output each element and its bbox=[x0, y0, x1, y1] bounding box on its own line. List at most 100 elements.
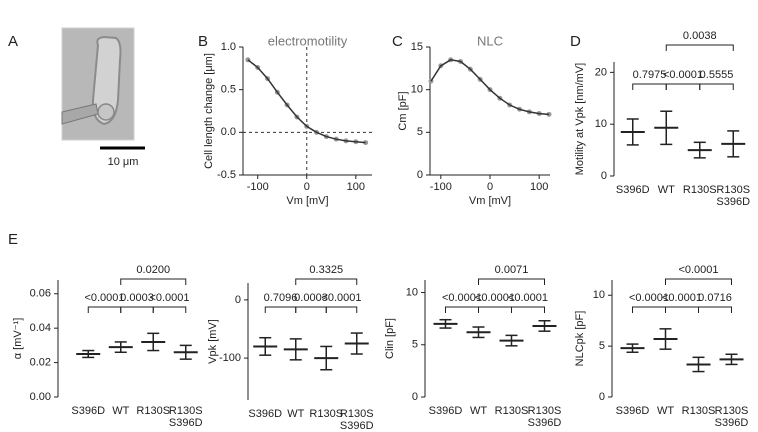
bracket bbox=[325, 306, 358, 313]
y-tick-label: 0 bbox=[235, 294, 241, 306]
p-value: 0.5555 bbox=[700, 69, 734, 81]
x-tick-label: WT bbox=[287, 408, 304, 420]
x-tick-label: S396D bbox=[248, 408, 282, 420]
y-tick-label: 0.0 bbox=[221, 126, 236, 138]
y-axis-label: α [mV⁻¹] bbox=[12, 318, 24, 360]
x-tick-label: R130S bbox=[682, 405, 716, 417]
bracket bbox=[120, 278, 187, 285]
p-value: <0.0001 bbox=[678, 264, 718, 276]
p-value: 0.0003 bbox=[120, 292, 154, 304]
bracket bbox=[699, 83, 734, 90]
y-tick-label: 10 bbox=[593, 289, 605, 301]
bracket bbox=[87, 306, 122, 313]
x-tick-label: R130S S396D bbox=[340, 408, 374, 432]
x-tick-label: R130S S396D bbox=[716, 184, 750, 208]
bracket bbox=[665, 83, 701, 90]
x-tick-label: WT bbox=[657, 405, 674, 417]
x-tick-label: 100 bbox=[530, 181, 548, 193]
x-tick-label: WT bbox=[470, 405, 487, 417]
p-value: <0.0001 bbox=[84, 292, 124, 304]
bracket bbox=[120, 306, 154, 313]
y-tick-label: 10 bbox=[595, 118, 607, 130]
panel-label: E bbox=[8, 231, 18, 248]
x-tick-label: R130S bbox=[495, 405, 529, 417]
bracket bbox=[478, 306, 512, 313]
bracket bbox=[698, 306, 732, 313]
x-tick-label: S396D bbox=[616, 405, 650, 417]
p-value: <0.0001 bbox=[508, 292, 548, 304]
micrograph bbox=[61, 27, 135, 141]
y-tick-label: 0.04 bbox=[30, 322, 51, 334]
x-tick-label: R130S bbox=[136, 405, 170, 417]
p-value: 0.0071 bbox=[495, 264, 529, 276]
y-tick-label: 15 bbox=[411, 41, 423, 53]
p-value: <0.0001 bbox=[663, 69, 703, 81]
p-value: <0.0001 bbox=[321, 292, 361, 304]
chart-title: electromotility bbox=[268, 33, 348, 48]
p-value: 0.0716 bbox=[698, 292, 732, 304]
chart-title: NLC bbox=[477, 33, 503, 48]
bracket bbox=[665, 44, 734, 51]
x-tick-label: WT bbox=[112, 405, 129, 417]
x-tick-label: S396D bbox=[71, 405, 105, 417]
x-tick-label: R130S S396D bbox=[715, 405, 749, 429]
x-tick-label: R130S bbox=[683, 184, 717, 196]
fit-line bbox=[247, 59, 366, 144]
x-tick-label: -100 bbox=[430, 181, 452, 193]
y-tick-label: 10 bbox=[411, 84, 423, 96]
y-tick-label: 5 bbox=[412, 339, 418, 351]
bracket bbox=[445, 306, 479, 313]
p-value: 0.3325 bbox=[309, 264, 343, 276]
bracket bbox=[665, 278, 732, 285]
bracket bbox=[152, 306, 187, 313]
x-axis-label: Vm [mV] bbox=[286, 195, 328, 207]
p-value: <0.0001 bbox=[442, 292, 482, 304]
y-axis-label: NLCpk [pF] bbox=[574, 311, 586, 367]
panel-label: D bbox=[570, 33, 581, 50]
p-value: 0.0003 bbox=[294, 292, 328, 304]
p-value: 0.0200 bbox=[136, 264, 170, 276]
panel-label: A bbox=[8, 33, 18, 50]
y-tick-label: 0.02 bbox=[30, 356, 51, 368]
y-tick-label: 0 bbox=[601, 170, 607, 182]
bracket bbox=[632, 306, 666, 313]
y-tick-label: 0 bbox=[599, 391, 605, 403]
p-value: 0.0038 bbox=[683, 30, 717, 42]
p-value: 0.7096 bbox=[264, 292, 298, 304]
y-tick-label: 20 bbox=[595, 66, 607, 78]
x-tick-label: R130S bbox=[309, 408, 343, 420]
x-tick-label: R130S S396D bbox=[528, 405, 562, 429]
bracket bbox=[295, 278, 358, 285]
bracket bbox=[264, 306, 297, 313]
y-tick-label: 5 bbox=[417, 126, 423, 138]
bracket bbox=[632, 83, 667, 90]
bracket bbox=[665, 306, 699, 313]
bracket bbox=[478, 278, 545, 285]
x-tick-label: S396D bbox=[616, 184, 650, 196]
y-axis-label: Cm [pF] bbox=[397, 91, 409, 130]
panel-label: B bbox=[198, 33, 208, 50]
p-value: <0.0001 bbox=[662, 292, 702, 304]
scale-bar-label: 10 μm bbox=[108, 156, 139, 168]
x-tick-label: -100 bbox=[247, 181, 269, 193]
y-axis-label: Cell length change [μm] bbox=[203, 53, 215, 169]
x-tick-label: S396D bbox=[429, 405, 463, 417]
x-axis-label: Vm [mV] bbox=[469, 195, 511, 207]
x-tick-label: 100 bbox=[347, 181, 365, 193]
panel-label: C bbox=[392, 33, 403, 50]
y-tick-label: 10 bbox=[406, 286, 418, 298]
p-value: 0.7975 bbox=[633, 69, 667, 81]
y-axis-label: Vpk [mV] bbox=[207, 319, 219, 364]
y-tick-label: 5 bbox=[599, 340, 605, 352]
p-value: <0.0001 bbox=[475, 292, 515, 304]
data-point bbox=[546, 111, 552, 117]
y-tick-label: 1.0 bbox=[221, 41, 236, 53]
x-tick-label: 0 bbox=[304, 181, 310, 193]
data-point bbox=[363, 140, 369, 146]
y-axis-label: Motility at Vpk [nm/mV] bbox=[574, 63, 586, 175]
fit-line bbox=[430, 59, 550, 116]
y-axis-label: Clin [pF] bbox=[384, 318, 396, 359]
x-tick-label: 0 bbox=[487, 181, 493, 193]
y-tick-label: 0 bbox=[417, 169, 423, 181]
